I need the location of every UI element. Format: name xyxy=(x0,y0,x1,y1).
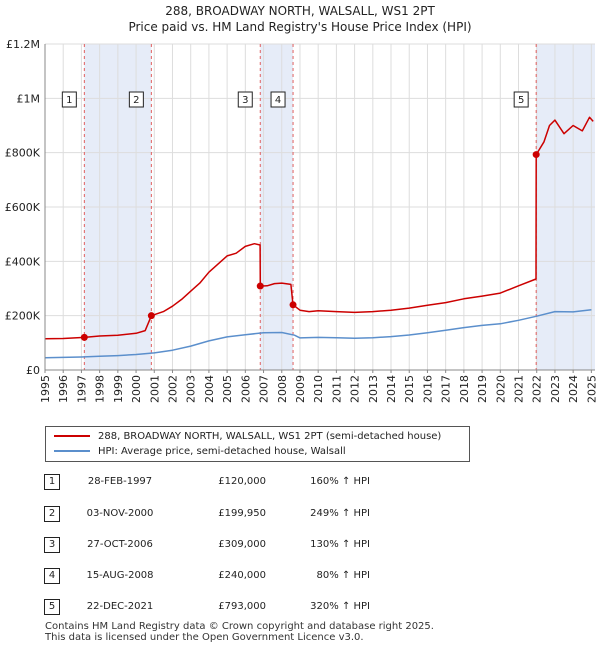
sale-row: 1 28-FEB-1997 £120,000 160% ↑ HPI xyxy=(42,474,372,490)
x-tick-label: 2002 xyxy=(166,375,179,403)
x-tick-label: 2013 xyxy=(367,375,380,403)
chart-title: 288, BROADWAY NORTH, WALSALL, WS1 2PT xyxy=(165,4,435,18)
sale-number-badge: 3 xyxy=(44,537,60,553)
y-tick-label: £600K xyxy=(5,201,41,214)
x-tick-label: 1995 xyxy=(39,375,52,403)
x-tick-label: 2008 xyxy=(276,375,289,403)
legend: 288, BROADWAY NORTH, WALSALL, WS1 2PT (s… xyxy=(45,426,470,462)
sale-row: 5 22-DEC-2021 £793,000 320% ↑ HPI xyxy=(42,599,372,615)
sale-price: £793,000 xyxy=(218,601,266,612)
sale-label-box xyxy=(128,91,144,108)
chart-subtitle: Price paid vs. HM Land Registry's House … xyxy=(128,20,472,34)
x-tick-label: 2015 xyxy=(403,375,416,403)
sale-date: 22-DEC-2021 xyxy=(86,601,154,612)
sale-label-box xyxy=(237,91,253,108)
sale-hpi-change: 130% ↑ HPI xyxy=(310,539,370,550)
sale-label-number: 5 xyxy=(518,95,524,106)
x-tick-label: 1998 xyxy=(94,375,107,403)
x-tick-label: 2024 xyxy=(567,375,580,403)
legend-item-hpi: HPI: Average price, semi-detached house,… xyxy=(54,445,346,459)
sale-date: 15-AUG-2008 xyxy=(86,570,154,581)
sale-label-number: 3 xyxy=(242,95,248,106)
sale-number-badge: 1 xyxy=(44,474,60,490)
x-tick-label: 2000 xyxy=(130,375,143,403)
x-tick-label: 2011 xyxy=(330,375,343,403)
sale-number-badge: 2 xyxy=(44,506,60,522)
sale-price: £199,950 xyxy=(218,508,266,519)
y-tick-label: £1.2M xyxy=(6,38,40,51)
series-line-property xyxy=(44,116,594,340)
sale-hpi-change: 249% ↑ HPI xyxy=(310,508,370,519)
sale-row: 4 15-AUG-2008 £240,000 80% ↑ HPI xyxy=(42,568,372,584)
x-tick-label: 2017 xyxy=(440,375,453,403)
sale-date: 28-FEB-1997 xyxy=(87,476,153,487)
legend-label-property: 288, BROADWAY NORTH, WALSALL, WS1 2PT (s… xyxy=(98,431,442,442)
sale-date: 03-NOV-2000 xyxy=(86,508,154,519)
sale-price: £240,000 xyxy=(218,570,266,581)
x-tick-label: 2005 xyxy=(221,375,234,403)
sale-number-badge: 5 xyxy=(44,599,60,615)
legend-swatch-property xyxy=(54,435,90,437)
y-tick-label: £1M xyxy=(17,92,41,105)
sale-row: 2 03-NOV-2000 £199,950 249% ↑ HPI xyxy=(42,506,372,522)
sale-label-number: 2 xyxy=(133,95,139,106)
chart-title-block: 288, BROADWAY NORTH, WALSALL, WS1 2PT Pr… xyxy=(0,3,600,35)
sale-label-box xyxy=(270,91,286,108)
x-tick-label: 2022 xyxy=(531,375,544,403)
x-tick-label: 2018 xyxy=(458,375,471,403)
sale-label-number: 1 xyxy=(66,95,72,106)
x-tick-label: 2016 xyxy=(421,375,434,403)
sale-label-box xyxy=(61,91,77,108)
sale-hpi-change: 320% ↑ HPI xyxy=(310,601,370,612)
footer: Contains HM Land Registry data © Crown c… xyxy=(45,621,434,643)
sale-date: 27-OCT-2006 xyxy=(87,539,153,550)
footer-licence: This data is licensed under the Open Gov… xyxy=(45,632,364,643)
x-tick-label: 2014 xyxy=(385,375,398,403)
sale-hpi-change: 80% ↑ HPI xyxy=(316,570,370,581)
x-tick-label: 2023 xyxy=(549,375,562,403)
y-tick-label: £800K xyxy=(5,147,41,160)
sale-number-badge: 4 xyxy=(44,568,60,584)
x-tick-label: 1999 xyxy=(112,375,125,403)
x-tick-label: 2009 xyxy=(294,375,307,403)
y-tick-label: £200K xyxy=(5,310,41,323)
x-tick-label: 2025 xyxy=(585,375,598,403)
x-tick-label: 2012 xyxy=(349,375,362,403)
x-tick-label: 2001 xyxy=(148,375,161,403)
x-tick-label: 2010 xyxy=(312,375,325,403)
x-tick-label: 1996 xyxy=(57,375,70,403)
price-chart: 1 2 3 4 5 £0 £200K £400K £600K £800K £1M £1.2M 1995 1… xyxy=(5,38,599,403)
sale-label-number: 4 xyxy=(275,95,281,106)
x-tick-label: 2019 xyxy=(476,375,489,403)
x-tick-label: 2020 xyxy=(494,375,507,403)
x-tick-label: 1997 xyxy=(75,375,88,403)
sale-row: 3 27-OCT-2006 £309,000 130% ↑ HPI xyxy=(42,537,372,553)
sale-point xyxy=(289,301,297,309)
sale-point xyxy=(532,151,540,159)
legend-label-hpi: HPI: Average price, semi-detached house,… xyxy=(98,446,346,457)
x-tick-label: 2004 xyxy=(203,375,216,403)
sale-price: £120,000 xyxy=(218,476,266,487)
y-tick-label: £400K xyxy=(5,255,41,268)
x-tick-label: 2003 xyxy=(185,375,198,403)
sale-point xyxy=(147,312,155,320)
sale-hpi-change: 160% ↑ HPI xyxy=(310,476,370,487)
series-line-hpi xyxy=(44,308,592,359)
sale-point xyxy=(256,282,264,290)
x-tick-label: 2021 xyxy=(513,375,526,403)
footer-copyright: Contains HM Land Registry data © Crown c… xyxy=(45,621,434,632)
sale-label-box xyxy=(513,91,529,108)
sale-price: £309,000 xyxy=(218,539,266,550)
y-tick-label: £0 xyxy=(26,364,40,377)
x-tick-label: 2007 xyxy=(258,375,271,403)
legend-item-property: 288, BROADWAY NORTH, WALSALL, WS1 2PT (s… xyxy=(54,430,441,444)
sale-point xyxy=(80,333,88,341)
x-tick-label: 2006 xyxy=(239,375,252,403)
legend-swatch-hpi xyxy=(54,450,90,452)
